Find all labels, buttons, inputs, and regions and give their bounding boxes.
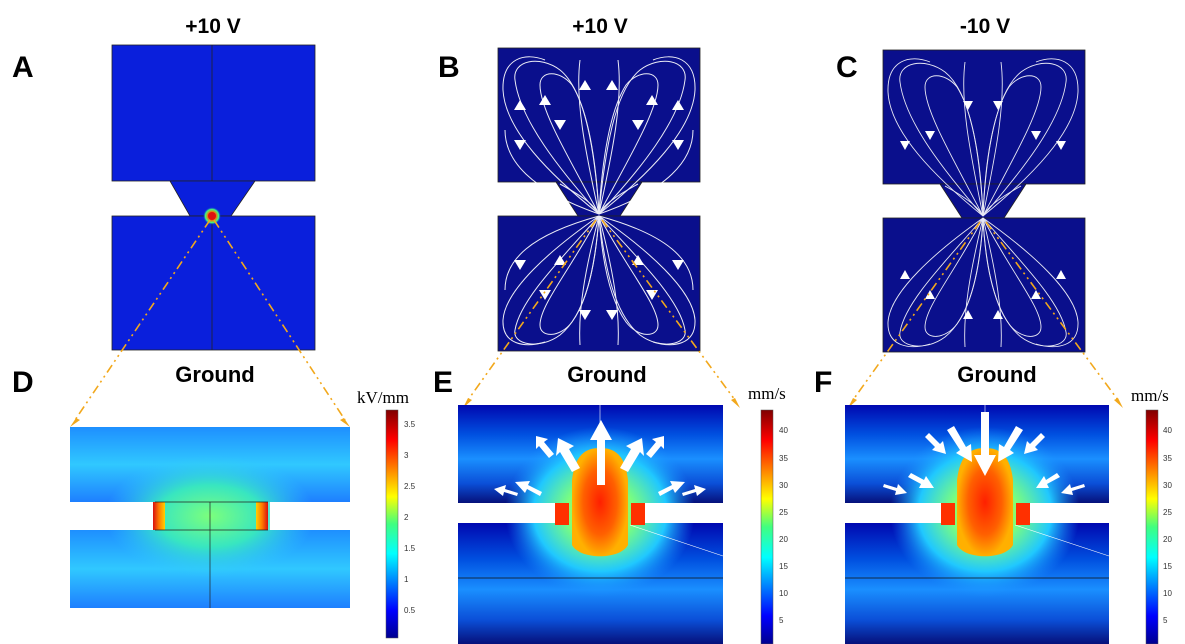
voltage-label-a: +10 V bbox=[185, 15, 241, 38]
domain-b bbox=[497, 47, 701, 352]
tick-label: 25 bbox=[1163, 508, 1172, 517]
panel-label-e: E bbox=[433, 366, 454, 399]
tick-label: 15 bbox=[779, 562, 788, 571]
zoom-guides-a bbox=[74, 219, 346, 421]
tick-label: 30 bbox=[1163, 481, 1172, 490]
tick-label: 40 bbox=[1163, 426, 1172, 435]
tick-label: 35 bbox=[1163, 454, 1172, 463]
tick-label: 35 bbox=[779, 454, 788, 463]
ground-label-c: Ground bbox=[957, 362, 1037, 387]
panel-label-a: A bbox=[12, 51, 34, 84]
field-hotspot bbox=[256, 502, 268, 530]
colorbar-f bbox=[1145, 409, 1159, 644]
colorbar-unit-d: kV/mm bbox=[357, 388, 409, 407]
tick-label: 15 bbox=[1163, 562, 1172, 571]
tick-label: 2.5 bbox=[404, 482, 416, 491]
tick-label: 10 bbox=[779, 589, 788, 598]
arrowhead bbox=[70, 418, 80, 427]
tick-label: 10 bbox=[1163, 589, 1172, 598]
field-hotspot bbox=[153, 502, 165, 530]
tick-label: 30 bbox=[779, 481, 788, 490]
tick-label: 5 bbox=[1163, 616, 1168, 625]
flow-hotspot bbox=[957, 448, 1013, 557]
tick-label: 3 bbox=[404, 451, 409, 460]
tick-label: 2 bbox=[404, 513, 409, 522]
tick-label: 5 bbox=[779, 616, 784, 625]
flow-hotspot bbox=[572, 448, 628, 557]
zoom-guides-c bbox=[852, 221, 1119, 401]
colorbar-d bbox=[385, 409, 399, 639]
arrowhead bbox=[731, 398, 740, 408]
tick-label: 1.5 bbox=[404, 544, 416, 553]
flow-arrows-e bbox=[494, 420, 706, 496]
streamlines-c bbox=[887, 58, 1079, 348]
arrowhead bbox=[1114, 398, 1123, 408]
colorbar-e bbox=[760, 409, 774, 644]
panel-label-f: F bbox=[814, 366, 833, 399]
panel-label-b: B bbox=[438, 51, 460, 84]
ground-label-a: Ground bbox=[175, 362, 255, 387]
tick-label: 3.5 bbox=[404, 420, 416, 429]
panel-label-d: D bbox=[12, 366, 34, 399]
domain-c bbox=[882, 49, 1086, 353]
voltage-label-b: +10 V bbox=[572, 15, 628, 38]
ground-label-b: Ground bbox=[567, 362, 647, 387]
tick-label: 0.5 bbox=[404, 606, 416, 615]
flow-arrows-f bbox=[883, 412, 1085, 495]
colorbar-unit-f: mm/s bbox=[1131, 386, 1169, 405]
tick-label: 20 bbox=[1163, 535, 1172, 544]
stream-arrows-c bbox=[900, 101, 1066, 319]
tick-label: 40 bbox=[779, 426, 788, 435]
colorbar-unit-e: mm/s bbox=[748, 384, 786, 403]
arrowhead bbox=[340, 418, 350, 427]
tick-label: 1 bbox=[404, 575, 409, 584]
domain-a bbox=[111, 44, 316, 351]
tick-label: 25 bbox=[779, 508, 788, 517]
panel-label-c: C bbox=[836, 51, 858, 84]
voltage-label-c: -10 V bbox=[959, 15, 1011, 38]
tick-label: 20 bbox=[779, 535, 788, 544]
streamlines-b bbox=[502, 56, 696, 346]
